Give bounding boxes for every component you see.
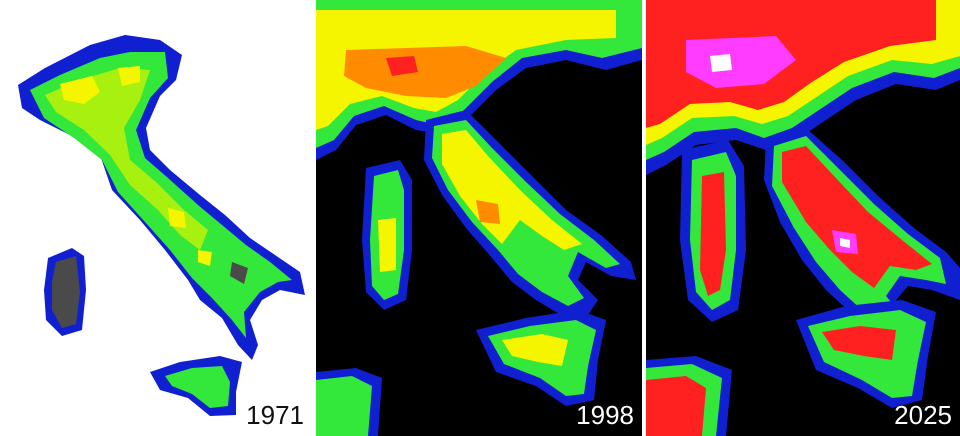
map-panel-1998: 1998 [316, 0, 642, 436]
map-panel-1971: 1971 [0, 0, 312, 436]
yellow-spot-naples [198, 250, 212, 266]
tunisia-red-2025 [646, 376, 706, 436]
sicily-red-2025 [822, 326, 896, 360]
yellow-spot-rome [168, 208, 186, 228]
panel-divider [642, 0, 646, 436]
rome-orange-1998 [476, 200, 500, 224]
peninsula-red-2025 [782, 146, 932, 288]
peninsula-yellow-1998 [442, 130, 582, 250]
milan-white-2025 [710, 54, 732, 72]
rome-white-2025 [840, 238, 850, 248]
sardinia-yellow-1998 [378, 218, 396, 272]
year-label-1971: 1971 [246, 400, 304, 430]
tunisia-green-1998 [316, 376, 372, 436]
panel-divider [312, 0, 316, 436]
sardinia-gray-1971 [52, 256, 80, 328]
sicily-yellow-1998 [502, 334, 568, 366]
year-label-2025: 2025 [894, 400, 952, 430]
mainland-lime-1971 [45, 68, 208, 250]
gray-spot [230, 262, 248, 284]
italy-map-1998 [316, 0, 642, 436]
yellow-spot-north [118, 66, 140, 86]
po-magenta-2025 [686, 36, 796, 88]
milan-red-1998 [386, 56, 418, 76]
year-label-1998: 1998 [576, 400, 634, 430]
alps-red-2025 [646, 0, 936, 128]
map-panel-2025: 2025 [646, 0, 960, 436]
sicily-green-1971 [165, 366, 230, 408]
po-valley-orange-1998 [344, 46, 506, 98]
yellow-spot-milan [60, 76, 100, 104]
italy-map-2025 [646, 0, 960, 436]
sardinia-red-2025 [700, 172, 726, 296]
italy-map-1971 [18, 35, 305, 416]
